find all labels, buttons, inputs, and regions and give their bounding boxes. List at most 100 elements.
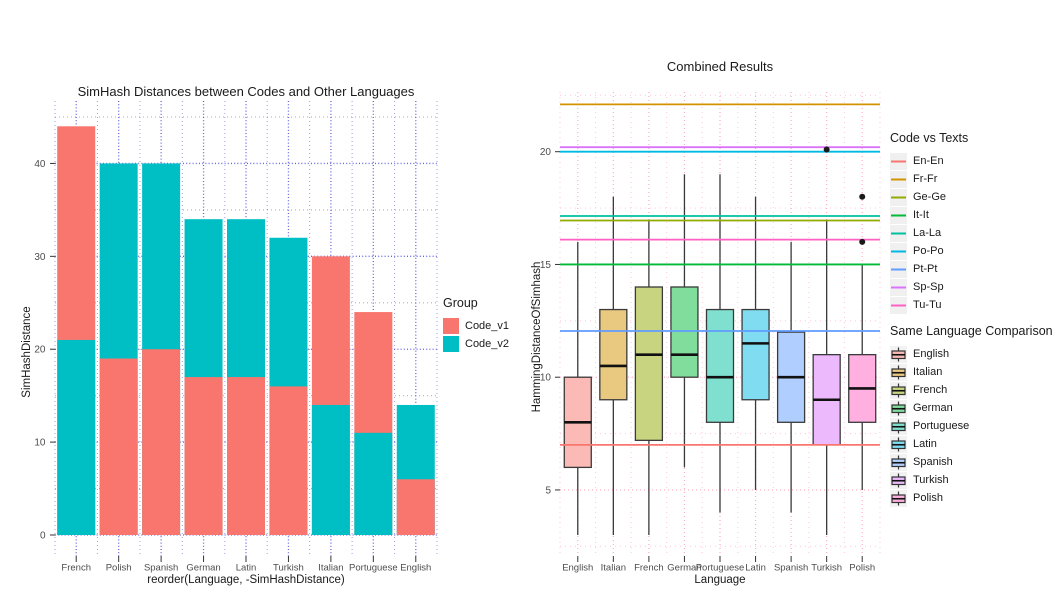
legend-entry-tu-tu: Tu-Tu	[890, 296, 968, 314]
legend-entry-english: English	[890, 345, 1053, 363]
boxplot-key-icon	[890, 399, 907, 417]
x-tick-label: Polish	[106, 563, 132, 574]
legend-entry-latin: Latin	[890, 435, 1053, 453]
legend-code-vs-texts: Code vs Texts En-En Fr-Fr Ge-Ge It-It La-La P…	[890, 131, 968, 314]
boxplot-canvas: 5 10 15 20 English Italian French GermanPortugu…	[540, 92, 881, 574]
y-tick-label: 15	[540, 260, 552, 271]
legend-swatch	[443, 318, 459, 334]
x-tick-label: German	[667, 563, 701, 574]
x-tick-label: Latin	[236, 563, 257, 574]
legend-entry-code_v2: Code_v2	[443, 335, 509, 353]
y-tick-label: 40	[34, 159, 46, 170]
legend-entry-it-it: It-It	[890, 206, 968, 224]
legend-label: Portuguese	[913, 420, 970, 432]
legend-label: Polish	[913, 492, 943, 504]
boxplot-key-icon	[890, 435, 907, 453]
legend-label: Sp-Sp	[913, 281, 944, 293]
legend-label: Tu-Tu	[913, 299, 942, 311]
legend-label: En-En	[913, 155, 944, 167]
legend-entry-fr-fr: Fr-Fr	[890, 170, 968, 188]
legend-group-entries: Code_v1 Code_v2	[443, 317, 509, 353]
bar-polish-code_v1	[99, 358, 138, 535]
legend-entry-spanish: Spanish	[890, 453, 1053, 471]
boxplot-latin-box	[741, 308, 770, 401]
legend-label: Fr-Fr	[913, 173, 938, 185]
boxplot-french-box	[634, 286, 664, 441]
y-tick-label: 20	[34, 345, 46, 356]
boxplot-german-box	[670, 286, 699, 378]
legend-label: Pt-Pt	[913, 263, 938, 275]
boxplot-key-icon	[890, 453, 907, 471]
y-tick-label: 30	[34, 252, 46, 263]
x-tick-label: English	[400, 563, 431, 574]
line-key-icon	[890, 260, 907, 278]
legend-label: German	[913, 402, 953, 414]
legend-label: English	[913, 348, 950, 360]
y-tick-label: 5	[545, 485, 551, 496]
legend-entry-turkish: Turkish	[890, 471, 1053, 489]
bar-french-code_v2	[57, 339, 96, 535]
x-tick-label: French	[634, 563, 664, 574]
boxplot-key-icon	[890, 381, 907, 399]
outlier-point-polish	[859, 193, 866, 200]
boxplot-key-icon	[890, 417, 907, 435]
x-tick-label: German	[186, 563, 220, 574]
legend-entry-pt-pt: Pt-Pt	[890, 260, 968, 278]
bar-english-code_v1	[396, 479, 435, 535]
legend-label: Italian	[913, 366, 943, 378]
x-tick-label: Spanish	[774, 563, 808, 574]
x-tick-label: Portuguese	[696, 563, 745, 574]
legend-entry-portuguese: Portuguese	[890, 417, 1053, 435]
bar-portuguese-code_v2	[354, 432, 393, 535]
x-tick-label: Polish	[849, 563, 875, 574]
legend-entry-po-po: Po-Po	[890, 242, 968, 260]
legend-entry-la-la: La-La	[890, 224, 968, 242]
outlier-point-turkish	[823, 146, 830, 153]
legend-group: Group Code_v1 Code_v2	[443, 296, 509, 353]
legend-same-language: Same Language Comparison English Italian F…	[890, 324, 1053, 507]
y-tick-label: 10	[540, 373, 552, 384]
legend-label: Code_v1	[465, 320, 510, 332]
bar-chart-title: SimHash Distances between Codes and Othe…	[77, 84, 415, 99]
x-tick-label: Spanish	[144, 563, 178, 574]
y-tick-label: 0	[40, 531, 46, 542]
bar-spanish-code_v1	[142, 349, 181, 535]
line-key-icon	[890, 296, 907, 314]
legend-entry-german: German	[890, 399, 1053, 417]
line-key-icon	[890, 224, 907, 242]
bar-chart-x-axis-title: reorder(Language, -SimHashDistance)	[147, 574, 345, 586]
legend-entry-italian: Italian	[890, 363, 1053, 381]
boxplot-chart-title: Combined Results	[666, 59, 774, 74]
legend-entry-code_v1: Code_v1	[443, 317, 509, 335]
legend-swatch	[443, 336, 459, 352]
x-tick-label: English	[562, 563, 593, 574]
legend-code-vs-texts-title: Code vs Texts	[890, 131, 969, 145]
boxplot-portuguese-box	[705, 308, 735, 423]
legend-entry-french: French	[890, 381, 1053, 399]
legend-entry-polish: Polish	[890, 489, 1053, 507]
x-tick-label: Italian	[601, 563, 626, 574]
legend-label: It-It	[913, 209, 929, 221]
line-key-icon	[890, 242, 907, 260]
boxplot-key-icon	[890, 471, 907, 489]
x-tick-label: Turkish	[811, 563, 842, 574]
line-key-icon	[890, 188, 907, 206]
boxplot-x-axis-title: Language	[694, 574, 746, 586]
legend-label: Ge-Ge	[913, 191, 947, 203]
x-tick-label: French	[61, 563, 91, 574]
legend-same-language-entries: English Italian French German Portuguese Lati…	[890, 345, 1053, 507]
line-key-icon	[890, 206, 907, 224]
legend-label: Spanish	[913, 456, 953, 468]
bar-chart-canvas: 0 10 20 30 40 French Polish Spanish German Latin T…	[34, 101, 438, 574]
legend-label: Latin	[913, 438, 937, 450]
legend-entry-en-en: En-En	[890, 152, 968, 170]
x-tick-label: Latin	[745, 563, 766, 574]
legend-label: Po-Po	[913, 245, 944, 257]
y-tick-label: 20	[540, 147, 552, 158]
line-key-icon	[890, 278, 907, 296]
y-tick-label: 10	[34, 438, 46, 449]
boxplot-key-icon	[890, 363, 907, 381]
x-tick-label: Portuguese	[349, 563, 398, 574]
legend-code-vs-texts-entries: En-En Fr-Fr Ge-Ge It-It La-La Po-Po Pt-Pt Sp-Sp…	[890, 152, 968, 314]
